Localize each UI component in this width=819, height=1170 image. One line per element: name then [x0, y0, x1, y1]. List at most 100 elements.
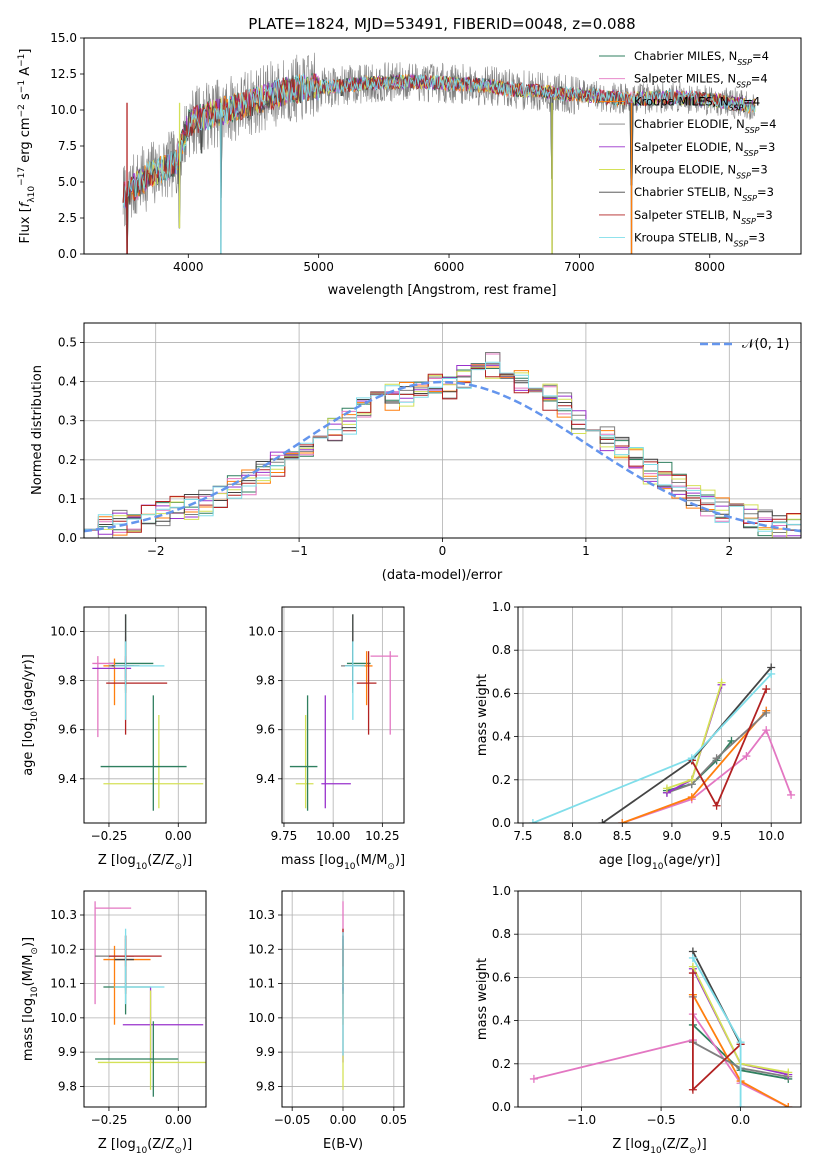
y-tick-label: 0.3 — [58, 414, 77, 428]
y-tick-label: 10.2 — [50, 942, 77, 956]
data-point-marker — [687, 775, 696, 784]
y-tick-label: 0.0 — [492, 816, 511, 830]
x-tick-label: 6000 — [434, 260, 465, 274]
y-tick-label: 9.8 — [58, 1079, 77, 1093]
data-point-marker — [529, 1074, 538, 1083]
legend-entry-subscript: SSP — [729, 103, 744, 112]
data-point-marker — [618, 819, 627, 823]
data-point-marker — [762, 685, 771, 694]
legend-entry-label: Chabrier MILES, NSSP=4 — [634, 49, 769, 67]
y-tick-label: 0.0 — [58, 531, 77, 545]
y-tick-label: 9.6 — [256, 723, 275, 737]
x-axis-label-part: (Z/Z — [147, 1137, 174, 1152]
x-tick-label: −1.0 — [567, 1113, 596, 1127]
x-axis-label-part: )] — [182, 1137, 192, 1152]
x-tick-label: −0.25 — [91, 829, 128, 843]
y-tick-label: 0.2 — [58, 453, 77, 467]
data-point-marker — [688, 953, 697, 962]
errorbar-group — [94, 901, 206, 1097]
x-tick-label: 0.00 — [165, 1113, 192, 1127]
legend-entry-text: =4 — [751, 72, 768, 86]
y-tick-label: 10.3 — [50, 908, 77, 922]
legend-entry-text: =3 — [748, 231, 765, 245]
y-tick-label: 1.0 — [492, 600, 511, 614]
massweight-lines — [529, 947, 793, 1107]
x-tick-label: −0.05 — [274, 1113, 311, 1127]
x-tick-label: 7000 — [564, 260, 595, 274]
x-tick-label: 8.5 — [613, 829, 632, 843]
y-tick-label: 0.0 — [492, 1100, 511, 1114]
y-axis-label-part: age [log — [21, 723, 36, 776]
y-tick-label: 9.4 — [256, 772, 275, 786]
y-tick-label: 9.8 — [256, 674, 275, 688]
y-tick-label: 7.5 — [58, 139, 77, 153]
legend-entry-subscript: SSP — [745, 126, 760, 135]
y-tick-label: 10.0 — [248, 1011, 275, 1025]
y-axis-label-part: −1 — [17, 80, 27, 93]
normal-curve-line — [84, 380, 801, 533]
y-tick-label: 10.1 — [50, 977, 77, 991]
data-point-marker — [687, 754, 696, 763]
x-tick-label: 0.00 — [330, 1113, 357, 1127]
model-spectrum-line — [122, 73, 756, 208]
y-tick-label: 10.3 — [248, 908, 275, 922]
x-axis-label: Z [log10(Z/Z⊙)] — [98, 853, 192, 872]
y-tick-label: 9.8 — [58, 674, 77, 688]
x-tick-label: 0.05 — [380, 1113, 407, 1127]
y-axis-label-part: 10 — [27, 186, 37, 198]
legend-entry-text: Salpeter MILES, N — [634, 72, 736, 86]
x-axis-label-part: (M/M — [356, 853, 388, 868]
y-tick-label: 0.0 — [58, 247, 77, 261]
y-tick-label: 0.4 — [492, 1014, 511, 1028]
y-axis-label-part: 10 — [30, 711, 40, 723]
axes-frame — [83, 37, 802, 255]
y-axis-label: mass weight — [475, 958, 490, 1040]
legend-entry-label: Kroupa ELODIE, NSSP=3 — [634, 163, 768, 181]
data-point-marker — [712, 754, 721, 763]
mass-vs-ebv-panel: −0.05 0.00 0.05 9.8 9.9 10.0 10.1 10.2 10.3 E(B-V… — [248, 890, 407, 1152]
y-tick-label: 9.8 — [256, 1079, 275, 1093]
legend-entry-text: Salpeter ELODIE, N — [634, 140, 744, 154]
data-point-marker — [662, 784, 671, 793]
y-axis-label-part: f — [18, 200, 33, 207]
x-tick-label: 4000 — [173, 260, 204, 274]
y-tick-label: 0.6 — [492, 686, 511, 700]
histogram-step-line — [84, 361, 801, 532]
legend-entry-subscript: SSP — [742, 194, 757, 203]
y-tick-label: 9.4 — [58, 772, 77, 786]
y-axis-label-part: −1 — [17, 54, 27, 67]
massweight-series-line — [666, 712, 767, 794]
y-axis-label-part: s — [18, 93, 33, 104]
y-tick-label: 0.8 — [492, 643, 511, 657]
x-axis-label-part: ⊙ — [174, 862, 182, 872]
legend-entry-text: Chabrier MILES, N — [634, 49, 737, 63]
legend-entry-text: =3 — [756, 208, 773, 222]
data-point-marker — [787, 790, 796, 799]
data-point-marker — [736, 1103, 745, 1107]
legend-entry-subscript: SSP — [741, 216, 756, 225]
model-spectrum-line — [122, 72, 756, 207]
x-axis-label-part: )] — [395, 853, 405, 868]
figure-title: PLATE=1824, MJD=53491, FIBERID=0048, z=0… — [248, 15, 635, 33]
y-tick-label: 10.1 — [248, 977, 275, 991]
x-axis-label-part: 10 — [136, 862, 148, 872]
x-axis-label-part: 10 — [136, 1146, 148, 1156]
x-tick-label: 5000 — [303, 260, 334, 274]
legend-entry-subscript: SSP — [736, 80, 751, 89]
x-tick-label: 0.00 — [165, 829, 192, 843]
y-axis-label-part: ⊙ — [30, 947, 40, 955]
legend-entry-label: Salpeter STELIB, NSSP=3 — [634, 208, 773, 226]
y-tick-label: 5.0 — [58, 175, 77, 189]
legend-entry-text: =4 — [743, 94, 760, 108]
x-axis-label-part: Z [log — [98, 853, 136, 868]
y-axis-label-part: )] — [21, 937, 36, 947]
data-point-marker — [762, 708, 771, 717]
legend-entry-text: Kroupa STELIB, N — [634, 231, 734, 245]
y-tick-label: 0.2 — [492, 1057, 511, 1071]
legend-entry-text: =3 — [757, 185, 774, 199]
legend-entry-label: Chabrier ELODIE, NSSP=4 — [634, 117, 776, 135]
x-tick-label: −2 — [147, 544, 165, 558]
legend-entry-subscript: SSP — [734, 239, 749, 248]
x-tick-label: 10.0 — [758, 829, 785, 843]
